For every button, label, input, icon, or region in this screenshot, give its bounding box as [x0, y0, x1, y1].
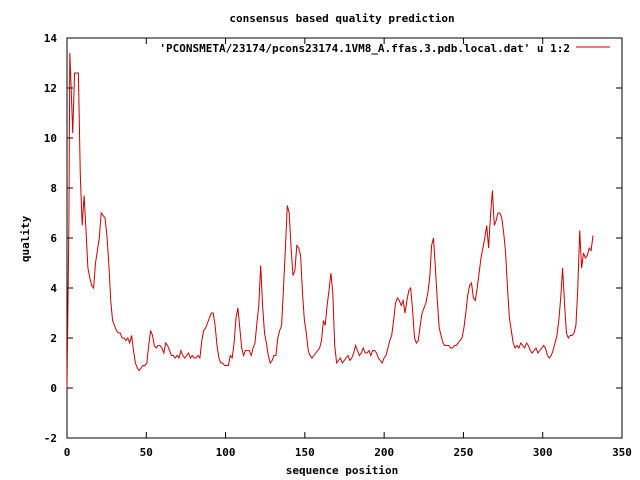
y-tick-label: 14 — [44, 32, 58, 45]
y-tick-label: 12 — [44, 82, 57, 95]
y-tick-label: 8 — [50, 182, 57, 195]
y-axis-ticks: -2 0 2 4 6 8 10 12 14 — [44, 32, 622, 445]
y-tick-label: 6 — [50, 232, 57, 245]
x-tick-label: 350 — [612, 446, 632, 459]
x-tick-label: 150 — [295, 446, 315, 459]
x-tick-label: 100 — [216, 446, 236, 459]
y-tick-label: -2 — [44, 432, 57, 445]
y-axis-label: quality — [19, 215, 32, 262]
legend-series-label: 'PCONSMETA/23174/pcons23174.1VM8_A.ffas.… — [159, 42, 570, 55]
y-tick-label: 4 — [50, 282, 57, 295]
x-tick-label: 0 — [64, 446, 71, 459]
x-axis-label: sequence position — [286, 464, 399, 477]
y-tick-label: 0 — [50, 382, 57, 395]
series-line-0 — [66, 52, 594, 389]
y-tick-label: 10 — [44, 132, 57, 145]
x-tick-label: 200 — [374, 446, 394, 459]
x-tick-label: 50 — [140, 446, 153, 459]
y-tick-label: 2 — [50, 332, 57, 345]
series-group — [66, 52, 594, 389]
x-tick-label: 250 — [453, 446, 473, 459]
chart-title: consensus based quality prediction — [229, 12, 454, 25]
x-tick-label: 300 — [533, 446, 553, 459]
legend: 'PCONSMETA/23174/pcons23174.1VM8_A.ffas.… — [159, 42, 610, 55]
x-axis-ticks: 0 50 100 150 200 250 300 350 — [64, 38, 632, 459]
